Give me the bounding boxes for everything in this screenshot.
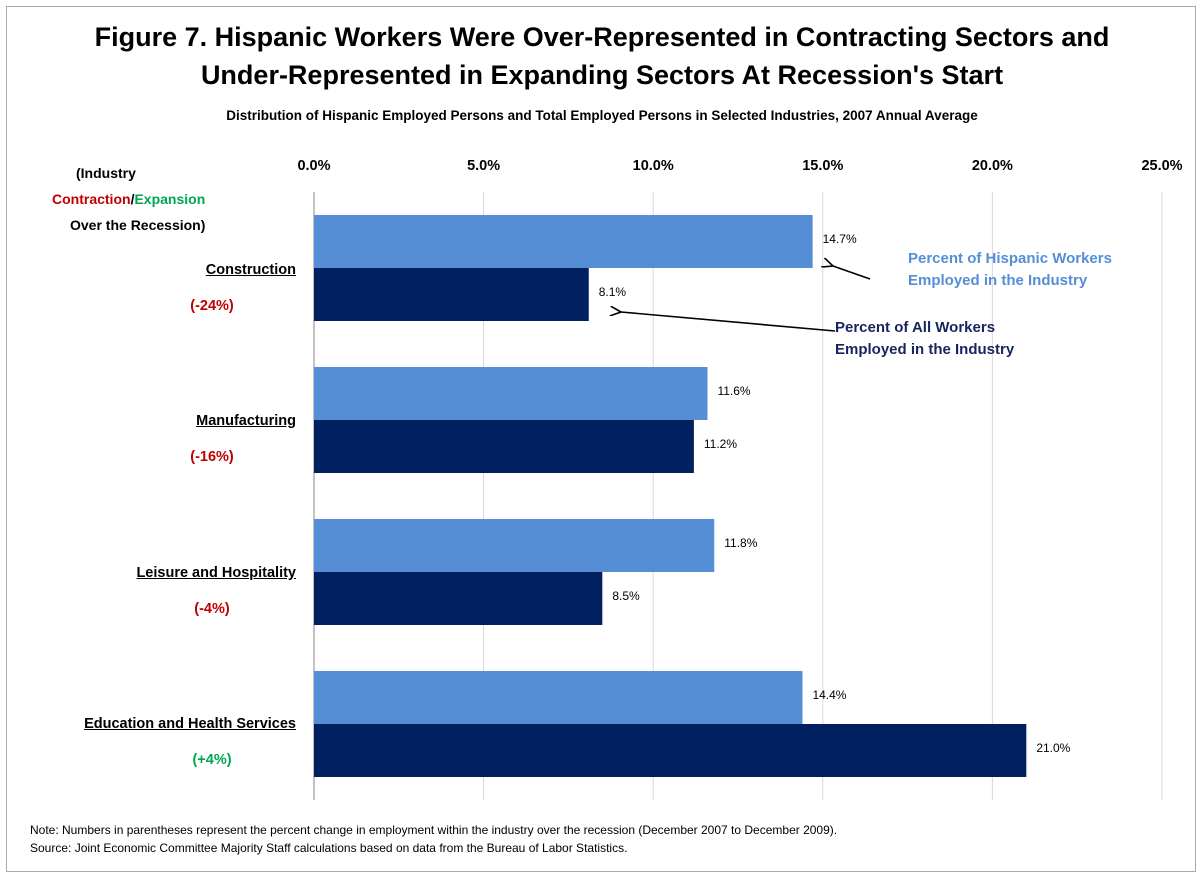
industry-change-leisure: (-4%) bbox=[194, 601, 230, 617]
data-label: 8.5% bbox=[612, 589, 640, 603]
callout-arrow-all bbox=[621, 312, 836, 332]
bar-all-workers bbox=[314, 572, 603, 625]
footnote: Note: Numbers in parentheses represent t… bbox=[30, 821, 837, 857]
callout-hispanic-workers: Percent of Hispanic Workers Employed in … bbox=[908, 248, 1112, 292]
header-slash: / bbox=[130, 191, 135, 207]
callout-hispanic-line2: Employed in the Industry bbox=[908, 272, 1088, 289]
header-line1: (Industry bbox=[76, 165, 136, 181]
chart-title-line2: Under-Represented in Expanding Sectors A… bbox=[200, 60, 1004, 90]
industry-label-education-health: Education and Health Services bbox=[84, 716, 296, 732]
data-label: 11.8% bbox=[724, 536, 757, 550]
header-expansion: Expansion bbox=[134, 191, 206, 207]
source-line: Source: Joint Economic Committee Majorit… bbox=[30, 841, 628, 855]
callout-all-line2: Employed in the Industry bbox=[835, 341, 1015, 358]
bar-all-workers bbox=[314, 724, 1027, 777]
x-tick-label: 25.0% bbox=[1141, 158, 1182, 174]
industry-label-leisure: Leisure and Hospitality bbox=[136, 565, 296, 581]
header-line3: Over the Recession) bbox=[70, 217, 206, 233]
callout-arrow-hispanic bbox=[833, 266, 871, 280]
callout-all-workers: Percent of All Workers Employed in the I… bbox=[835, 317, 1014, 361]
bar-hispanic bbox=[314, 215, 813, 268]
x-tick-label: 0.0% bbox=[297, 158, 330, 174]
header-line2: Contraction/Expansion bbox=[52, 186, 205, 212]
data-labels: 14.7% 8.1% 11.6% 11.2% 11.8% 8.5% 14.4% 21.0% bbox=[599, 232, 1071, 755]
chart-subtitle: Distribution of Hispanic Employed Person… bbox=[226, 108, 978, 123]
note-line: Note: Numbers in parentheses represent t… bbox=[30, 823, 838, 837]
industry-change-construction: (-24%) bbox=[190, 298, 234, 314]
bar-all-workers bbox=[314, 268, 589, 321]
data-label: 21.0% bbox=[1036, 741, 1070, 755]
data-label: 8.1% bbox=[599, 285, 627, 299]
industry-change-manufacturing: (-16%) bbox=[190, 449, 234, 465]
data-label: 11.6% bbox=[717, 384, 750, 398]
x-tick-label: 20.0% bbox=[972, 158, 1013, 174]
x-tick-label: 10.0% bbox=[633, 158, 674, 174]
bar-hispanic bbox=[314, 671, 803, 724]
callout-all-line1: Percent of All Workers bbox=[835, 319, 996, 336]
industry-label-construction: Construction bbox=[205, 262, 296, 278]
data-label: 14.7% bbox=[823, 232, 857, 246]
data-label: 14.4% bbox=[812, 688, 846, 702]
bar-all-workers bbox=[314, 420, 694, 473]
callout-hispanic-line1: Percent of Hispanic Workers bbox=[908, 250, 1112, 267]
chart-title-line1: Figure 7. Hispanic Workers Were Over-Rep… bbox=[94, 22, 1110, 52]
chart-frame bbox=[6, 6, 1196, 872]
x-tick-label: 5.0% bbox=[467, 158, 500, 174]
bars bbox=[314, 215, 1027, 777]
industry-change-education-health: (+4%) bbox=[192, 752, 232, 768]
bar-hispanic bbox=[314, 519, 715, 572]
data-label: 11.2% bbox=[704, 437, 737, 451]
industry-label-manufacturing: Manufacturing bbox=[196, 413, 296, 429]
x-tick-labels: 0.0% 5.0% 10.0% 15.0% 20.0% 25.0% bbox=[297, 158, 1182, 174]
header-contraction: Contraction bbox=[52, 191, 131, 207]
bar-hispanic bbox=[314, 367, 708, 420]
x-tick-label: 15.0% bbox=[802, 158, 843, 174]
